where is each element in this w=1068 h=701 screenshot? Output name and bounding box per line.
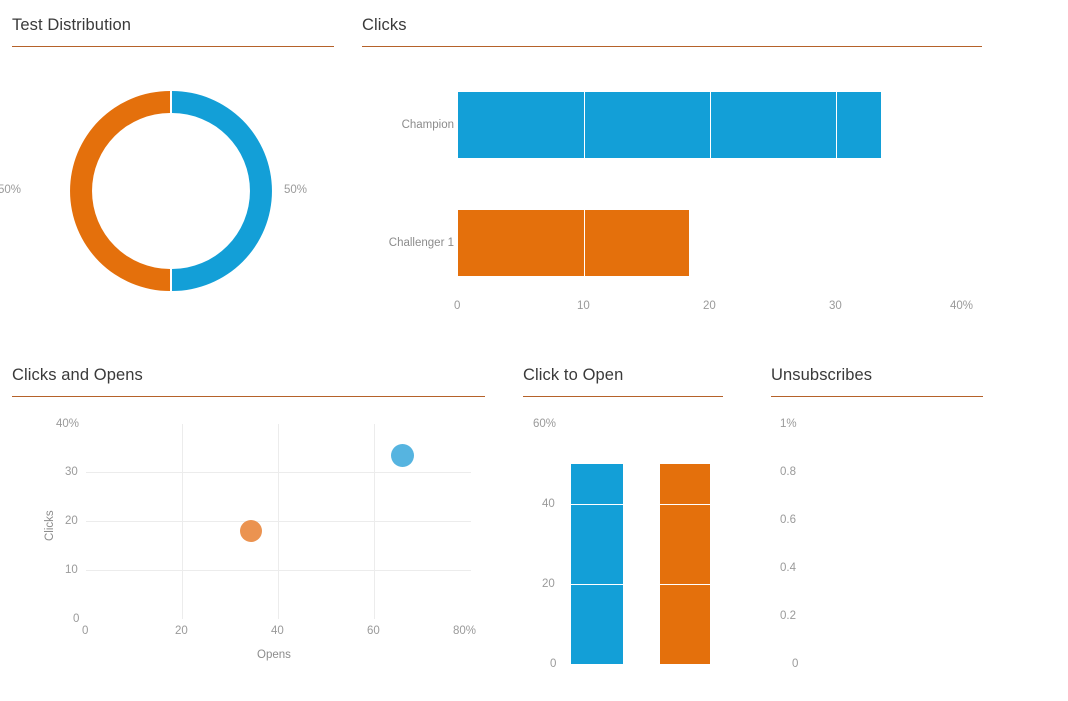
x-tick-20: 20 (703, 300, 716, 312)
panel-title-click-to-open: Click to Open (523, 366, 624, 384)
bar-gridline-divider (660, 504, 710, 505)
y-tick-20: 20 (542, 578, 555, 590)
panel-click-to-open: Click to Open (523, 366, 723, 397)
bar-gridline-divider (660, 584, 710, 585)
bar-challenger-1[interactable] (660, 464, 710, 664)
donut-chart-test-distribution: 50% 50% (0, 79, 307, 303)
bar-chart-clicks: Champion Challenger 1 0 10 20 30 40% (362, 72, 992, 322)
bar-category-label-champion: Champion (401, 119, 454, 131)
panel-clicks-and-opens: Clicks and Opens (12, 366, 485, 397)
donut-label-challenger-1: 50% (0, 184, 22, 196)
y-tick-0-2: 0.2 (780, 610, 796, 622)
scatter-point-challenger-1[interactable] (240, 520, 262, 542)
y-tick-0: 0 (792, 658, 799, 670)
x-gridline-60 (374, 424, 375, 619)
x-tick-20: 20 (175, 625, 188, 637)
donut-label-champion: 50% (284, 184, 308, 196)
bar-chart-click-to-open: 60% 40 20 0 (523, 406, 733, 686)
x-axis-title: Opens (257, 649, 291, 661)
panel-title-unsubscribes: Unsubscribes (771, 366, 873, 384)
panel-clicks: Clicks (362, 16, 982, 47)
y-tick-60: 60% (533, 418, 557, 430)
x-tick-80: 80% (453, 625, 477, 637)
donut-slice-challenger-1[interactable] (70, 91, 170, 291)
x-gridline-20 (182, 424, 183, 619)
y-tick-10: 10 (65, 564, 78, 576)
panel-rule (12, 396, 485, 397)
x-tick-0: 0 (454, 300, 461, 312)
bar-champion[interactable] (458, 92, 881, 158)
bar-gridline-divider (584, 92, 585, 158)
bar-gridline-divider (584, 210, 585, 276)
bar-gridline-divider (710, 92, 711, 158)
panel-title-clicks: Clicks (362, 16, 407, 34)
y-tick-0-8: 0.8 (780, 466, 796, 478)
bar-champion[interactable] (571, 464, 623, 664)
x-tick-40: 40 (271, 625, 284, 637)
x-tick-30: 30 (829, 300, 842, 312)
y-tick-40: 40% (56, 418, 80, 430)
x-gridline-40 (278, 424, 279, 619)
y-tick-30: 30 (65, 466, 78, 478)
bar-gridline-divider (571, 584, 623, 585)
panel-rule (362, 46, 982, 47)
x-tick-40: 40% (950, 300, 974, 312)
y-tick-1: 1% (780, 418, 797, 430)
panel-test-distribution: Test Distribution (12, 16, 334, 47)
y-tick-40: 40 (542, 498, 555, 510)
y-tick-0: 0 (550, 658, 557, 670)
y-tick-0-6: 0.6 (780, 514, 796, 526)
bar-chart-unsubscribes: 1% 0.8 0.6 0.4 0.2 0 (771, 406, 983, 686)
scatter-point-champion[interactable] (391, 444, 414, 467)
donut-svg (70, 91, 272, 291)
bar-gridline-divider (836, 92, 837, 158)
y-tick-0: 0 (73, 613, 80, 625)
x-tick-0: 0 (82, 625, 89, 637)
y-tick-20: 20 (65, 515, 78, 527)
x-tick-60: 60 (367, 625, 380, 637)
bar-challenger-1[interactable] (458, 210, 689, 276)
panel-rule (771, 396, 983, 397)
donut-slice-champion[interactable] (172, 91, 272, 291)
panel-title-test-distribution: Test Distribution (12, 16, 132, 34)
y-tick-0-4: 0.4 (780, 562, 796, 574)
panel-unsubscribes: Unsubscribes (771, 366, 983, 397)
bar-gridline-divider (571, 504, 623, 505)
y-axis-title: Clicks (44, 510, 56, 541)
x-tick-10: 10 (577, 300, 590, 312)
panel-title-clicks-and-opens: Clicks and Opens (12, 366, 143, 384)
scatter-chart-clicks-and-opens: 40% 30 20 10 0 0 20 40 60 80% Opens Clic… (12, 406, 485, 686)
panel-rule (12, 46, 334, 47)
panel-rule (523, 396, 723, 397)
bar-category-label-challenger-1: Challenger 1 (388, 237, 454, 249)
